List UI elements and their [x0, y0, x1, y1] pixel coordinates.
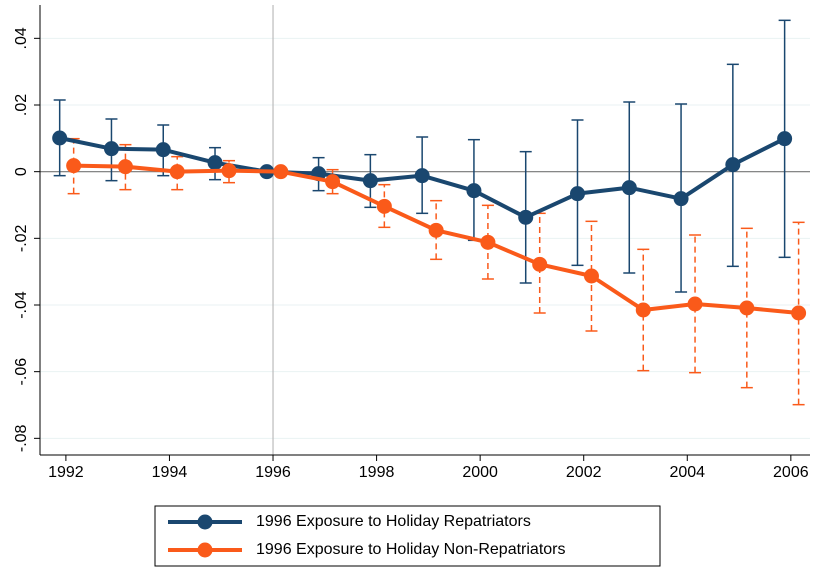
legend-label: 1996 Exposure to Holiday Repatriators — [256, 513, 531, 530]
x-tick-label: 2006 — [773, 464, 809, 481]
point — [777, 131, 793, 147]
point — [273, 164, 289, 180]
legend-marker — [197, 514, 213, 530]
legend-box — [154, 505, 661, 567]
point — [414, 168, 430, 184]
y-tick-label: 0 — [13, 167, 30, 176]
point — [569, 186, 585, 202]
point — [466, 183, 482, 199]
point — [325, 174, 341, 190]
x-tick-label: 2004 — [669, 464, 705, 481]
y-tick-label: -.04 — [13, 291, 30, 319]
point — [621, 180, 637, 196]
point — [791, 305, 807, 321]
x-tick-label: 1994 — [152, 464, 188, 481]
point — [155, 142, 171, 158]
point — [532, 256, 548, 272]
y-tick-label: -.08 — [13, 424, 30, 452]
point — [221, 163, 237, 179]
point — [687, 296, 703, 312]
y-tick-label: .04 — [13, 27, 30, 49]
x-tick-label: 1996 — [255, 464, 291, 481]
point — [739, 300, 755, 316]
point — [725, 157, 741, 173]
point — [635, 302, 651, 318]
x-tick-label: 1998 — [359, 464, 395, 481]
point — [103, 141, 119, 157]
point — [117, 159, 133, 175]
point — [169, 164, 185, 180]
x-tick-label: 1992 — [48, 464, 84, 481]
y-tick-label: -.02 — [13, 224, 30, 252]
point — [428, 222, 444, 238]
point — [480, 234, 496, 250]
point — [583, 268, 599, 284]
x-tick-label: 2002 — [566, 464, 602, 481]
y-tick-label: .02 — [13, 94, 30, 116]
point — [66, 158, 82, 174]
legend-label: 1996 Exposure to Holiday Non-Repatriator… — [256, 541, 566, 558]
point — [376, 198, 392, 214]
legend-marker — [197, 542, 213, 558]
x-tick-label: 2000 — [462, 464, 498, 481]
point — [362, 173, 378, 189]
y-tick-label: -.06 — [13, 358, 30, 386]
point — [207, 155, 223, 171]
legend: 1996 Exposure to Holiday Repatriators 199… — [154, 505, 661, 567]
point — [52, 130, 68, 146]
point — [518, 209, 534, 225]
point — [673, 191, 689, 207]
